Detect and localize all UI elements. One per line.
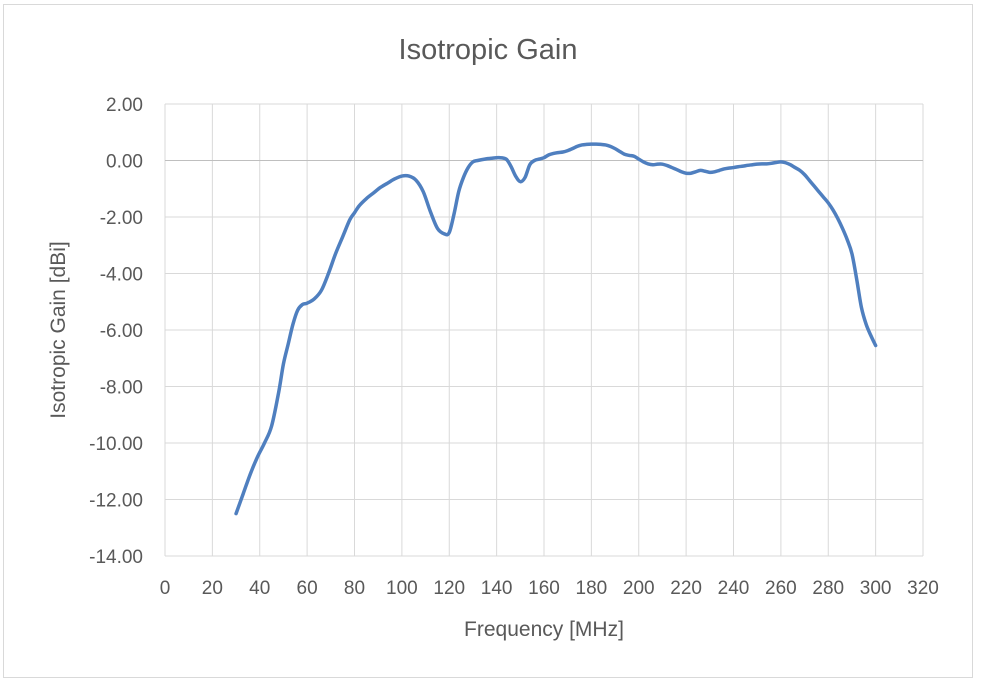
x-tick-label: 320 [907,578,939,599]
x-axis-title: Frequency [MHz] [464,618,624,641]
y-tick-label: -8.00 [100,378,143,399]
x-axis-ticks: 0 20 40 60 80 100 120 140 160 180 200 220 240 260 280 3… [160,578,939,599]
x-tick-label: 280 [812,578,844,599]
y-tick-label: 2.00 [106,95,143,116]
y-tick-label: 0.00 [106,152,143,173]
y-tick-label: -12.00 [89,491,143,512]
gridlines [164,103,924,557]
x-tick-label: 20 [202,578,223,599]
x-tick-label: 180 [576,578,608,599]
y-axis-ticks: 2.00 0.00 -2.00 -4.00 -6.00 -8.00 -10.00 -12.00… [89,95,143,568]
x-tick-label: 140 [481,578,513,599]
x-tick-label: 120 [433,578,465,599]
series-line [234,142,878,516]
y-tick-label: -2.00 [100,208,143,229]
x-tick-label: 300 [860,578,892,599]
y-tick-label: -6.00 [100,321,143,342]
plot-area [234,142,878,516]
x-tick-label: 0 [160,578,171,599]
x-tick-label: 40 [249,578,270,599]
x-tick-label: 60 [297,578,318,599]
x-tick-label: 260 [765,578,797,599]
x-tick-label: 240 [718,578,750,599]
x-tick-label: 200 [623,578,655,599]
x-tick-label: 160 [528,578,560,599]
chart-title: Isotropic Gain [399,34,578,66]
x-tick-label: 220 [670,578,702,599]
y-axis-title: Isotropic Gain [dBi] [47,241,70,418]
y-tick-label: -4.00 [100,265,143,286]
y-tick-label: -10.00 [89,434,143,455]
x-tick-label: 100 [386,578,418,599]
y-tick-label: -14.00 [89,547,143,568]
x-tick-label: 80 [344,578,365,599]
